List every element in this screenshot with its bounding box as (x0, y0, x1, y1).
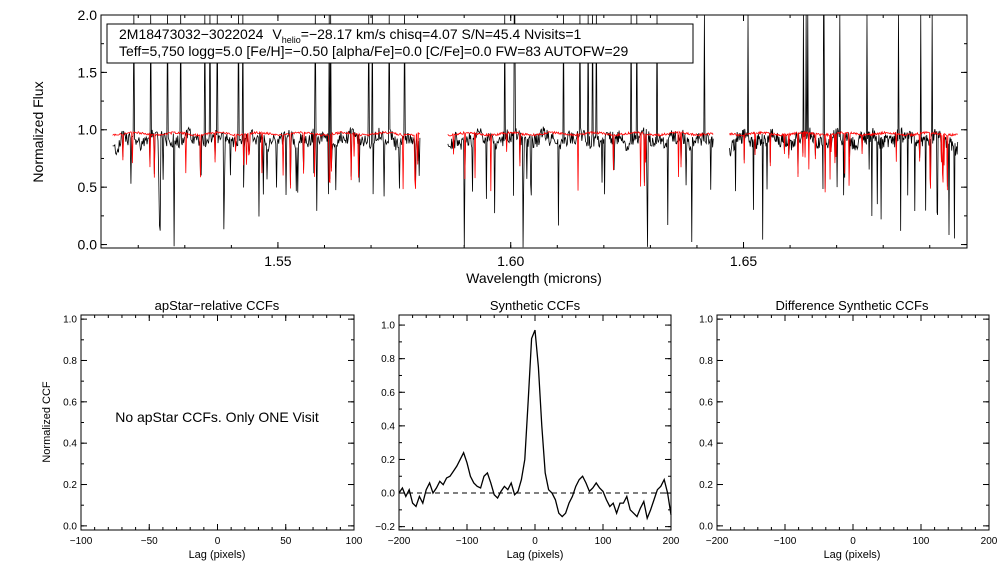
spectrum-y-tick-label: 1.0 (78, 122, 98, 138)
difference-ccf-y-tick-label: 0.0 (699, 521, 713, 532)
apstar-ccf-y-tick-label: 1.0 (63, 315, 77, 326)
spectrum-panel: 1.55 1.60 1.65 0.0 0.5 1.0 1.5 2.0 2M18473032−3… (30, 7, 968, 286)
difference-ccf-x-tick-label: −100 (774, 536, 797, 547)
spectrum-x-axis-label: Wavelength (microns) (466, 270, 602, 286)
apstar-ccf-y-tick-label: 0.8 (63, 356, 77, 367)
synthetic-ccf-y-tick-label: 0.4 (381, 421, 395, 432)
star-id-text: 2M18473032−3022024 (119, 26, 264, 42)
apstar-ccf-x-tick-label: 0 (215, 536, 221, 547)
synthetic-ccf-data-layer (398, 329, 672, 521)
difference-ccf-x-tick-label: 0 (850, 536, 856, 547)
difference-ccf-plot-frame (716, 314, 990, 531)
apstar-ccf-y-tick-label: 0.2 (63, 480, 77, 491)
spectrum-info-line1: 2M18473032−3022024 Vhelio=−28.17 km/s chi… (119, 26, 582, 45)
synthetic-ccf-x-tick-label: 200 (663, 536, 680, 547)
spectrum-y-tick-label: 0.0 (78, 236, 98, 252)
difference-ccf-x-tick-label: 200 (981, 536, 998, 547)
difference-ccf-x-tick-label: −200 (706, 536, 729, 547)
spectrum-x-tick-label: 1.65 (730, 253, 757, 269)
difference-ccf-x-tick-label: 100 (913, 536, 930, 547)
synthetic-ccf-y-tick-label: 0.0 (381, 489, 395, 500)
spectrum-stats-text: =−28.17 km/s chisq=4.07 S/N=45.4 Nvisits… (301, 26, 582, 42)
spectrum-info-line2: Teff=5,750 logg=5.0 [Fe/H]=−0.50 [alpha/… (119, 43, 628, 59)
spectrum-y-tick-label: 1.5 (78, 64, 98, 80)
difference-ccf-y-tick-label: 0.2 (699, 480, 713, 491)
difference-ccf-panel: −200 −100 0 100 200 0.0 0.2 0.4 0.6 0.8 1.0 Differ… (699, 298, 998, 561)
synthetic-ccf-x-tick-label: −100 (456, 536, 479, 547)
apstar-ccf-y-axis-label: Normalized CCF (41, 381, 53, 463)
synthetic-ccf-x-tick-label: 0 (532, 536, 538, 547)
model-spectrum-line (447, 130, 714, 192)
synthetic-ccf-y-tick-label: 1.0 (381, 321, 395, 332)
apstar-ccf-x-tick-label: −50 (141, 536, 158, 547)
difference-ccf-y-tick-label: 0.4 (699, 439, 713, 450)
spectrum-y-tick-label: 0.5 (78, 179, 98, 195)
synthetic-ccf-x-axis-label: Lag (pixels) (507, 549, 564, 561)
observed-spectrum-line (729, 14, 959, 240)
apstar-ccf-y-tick-label: 0.0 (63, 521, 77, 532)
spectrum-x-tick-label: 1.60 (497, 253, 524, 269)
difference-ccf-y-tick-label: 0.6 (699, 397, 713, 408)
difference-ccf-y-tick-label: 1.0 (699, 315, 713, 326)
spectrum-plot-frame (100, 14, 968, 249)
apstar-ccf-y-tick-label: 0.6 (63, 397, 77, 408)
difference-ccf-title: Difference Synthetic CCFs (776, 298, 929, 313)
spectrum-y-tick-label: 2.0 (78, 7, 98, 23)
spectrum-y-axis-label: Normalized Flux (30, 81, 46, 182)
synthetic-ccf-y-tick-label: 0.2 (381, 455, 395, 466)
model-spectrum-line (729, 130, 958, 193)
synthetic-ccf-y-tick-label: 0.8 (381, 354, 395, 365)
observed-spectrum-line (447, 14, 714, 248)
spectrum-x-tick-label: 1.55 (264, 253, 291, 269)
model-spectrum-line (112, 130, 421, 190)
difference-ccf-axes: −200 −100 0 100 200 0.0 0.2 0.4 0.6 0.8 1.0 (699, 315, 998, 547)
synthetic-ccf-plot-frame (398, 314, 672, 531)
synthetic-ccf-title: Synthetic CCFs (490, 298, 581, 313)
apstar-ccf-x-tick-label: −100 (70, 536, 93, 547)
apstar-ccf-y-tick-label: 0.4 (63, 439, 77, 450)
apstar-ccf-x-tick-label: 100 (346, 536, 363, 547)
apstar-ccf-title: apStar−relative CCFs (155, 298, 280, 313)
spectrum-axes: 1.55 1.60 1.65 0.0 0.5 1.0 1.5 2.0 (78, 7, 967, 269)
synthetic-ccf-y-tick-label: −0.2 (375, 522, 395, 533)
apstar-ccf-axes: −100 −50 0 50 100 0.0 0.2 0.4 0.6 0.8 1.0 (63, 315, 363, 547)
apstar-ccf-x-tick-label: 50 (280, 536, 292, 547)
synthetic-ccf-x-tick-label: 100 (595, 536, 612, 547)
vhelio-symbol: V (272, 26, 282, 42)
apstar-ccf-panel: −100 −50 0 50 100 0.0 0.2 0.4 0.6 0.8 1.0 apStar−r… (41, 298, 363, 561)
vhelio-subscript: helio (282, 35, 301, 45)
difference-ccf-x-axis-label: Lag (pixels) (824, 549, 881, 561)
synthetic-ccf-y-tick-label: 0.6 (381, 388, 395, 399)
apstar-ccf-x-axis-label: Lag (pixels) (189, 549, 246, 561)
synthetic-ccf-axes: −200 −100 0 100 200 −0.2 0.0 0.2 0.4 0.6 0.8 1.0 (375, 315, 680, 547)
no-ccf-message: No apStar CCFs. Only ONE Visit (115, 409, 319, 425)
difference-ccf-y-tick-label: 0.8 (699, 356, 713, 367)
spectrum-info-box (106, 23, 694, 64)
synthetic-ccf-x-tick-label: −200 (388, 536, 411, 547)
synthetic-ccf-panel: −200 −100 0 100 200 −0.2 0.0 0.2 0.4 0.6 0.8 1.0 Sy… (375, 298, 680, 561)
synthetic-ccf-line (398, 329, 672, 521)
